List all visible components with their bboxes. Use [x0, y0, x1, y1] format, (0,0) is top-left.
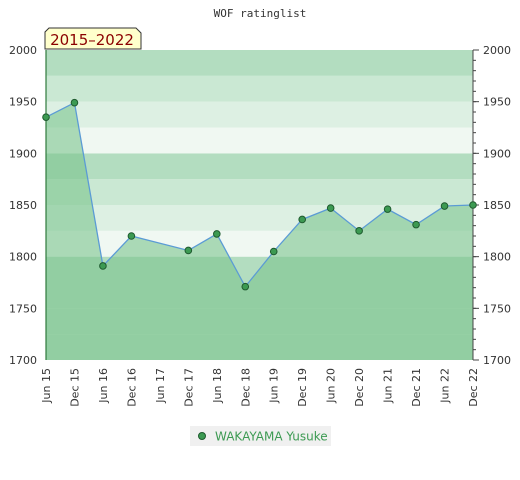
legend-marker	[198, 432, 206, 440]
data-point	[412, 220, 420, 229]
x-tick-label: Jun 18	[211, 368, 224, 404]
period-badge: 2015–2022	[44, 27, 142, 50]
legend-label: WAKAYAMA Yusuke	[215, 430, 328, 444]
x-tick-label: Dec 21	[410, 368, 423, 407]
x-tick-label: Jun 16	[97, 368, 110, 404]
band-1975	[46, 50, 473, 76]
data-point	[184, 246, 193, 255]
data-point	[383, 205, 392, 213]
data-point	[241, 282, 250, 291]
y-tick-label-left: 1900	[9, 147, 37, 160]
axes: 1700 1700 1750 1750 1800 1800 1850 1850 1900 1900…	[9, 44, 511, 407]
x-tick-label: Jun 15	[40, 368, 53, 404]
y-tick-label-right: 1700	[483, 354, 511, 367]
y-tick-label-right: 1750	[483, 302, 511, 315]
x-tick-label: Jun 21	[382, 368, 395, 404]
x-tick-label: Dec 17	[182, 368, 195, 407]
period-badge-label: 2015–2022	[50, 31, 134, 49]
band-1900	[46, 127, 473, 154]
x-tick-label: Jun 19	[268, 368, 281, 404]
data-point	[469, 201, 477, 209]
x-tick-label: Jun 17	[154, 368, 167, 404]
x-tick-label: Dec 20	[353, 368, 366, 407]
data-point	[99, 262, 107, 270]
data-point	[440, 202, 449, 210]
y-tick-label-left: 2000	[9, 44, 37, 57]
legend: WAKAYAMA Yusuke	[190, 426, 331, 446]
band-1850	[46, 179, 473, 205]
y-tick-label-right: 2000	[483, 44, 511, 57]
data-point	[326, 204, 335, 212]
x-tick-label: Dec 18	[239, 368, 252, 407]
x-tick-label: Dec 19	[296, 368, 309, 407]
legend-box	[190, 426, 331, 446]
y-tick-label-left: 1750	[9, 302, 37, 315]
data-point	[42, 113, 50, 121]
y-tick-label-left: 1800	[9, 251, 37, 264]
series-area	[46, 102, 473, 360]
chart-title: WOF ratinglist	[214, 7, 307, 20]
data-point	[355, 227, 363, 235]
y-tick-label-right: 1800	[483, 251, 511, 264]
y-tick-label-left: 1850	[9, 199, 37, 212]
band-1875	[46, 153, 473, 180]
x-tick-label: Dec 22	[467, 368, 480, 407]
x-tick-label: Jun 22	[439, 368, 452, 404]
x-tick-label: Dec 15	[68, 368, 81, 407]
x-tick-label: Jun 20	[325, 368, 338, 404]
data-point	[269, 247, 278, 256]
period-badge-box	[44, 27, 142, 50]
data-point	[70, 98, 79, 107]
data-point	[298, 215, 307, 224]
y-tick-label-left: 1950	[9, 96, 37, 109]
band-1950	[46, 75, 473, 102]
y-tick-label-right: 1850	[483, 199, 511, 212]
y-tick-label-right: 1900	[483, 147, 511, 160]
points-layer	[42, 98, 477, 291]
band-1925	[46, 101, 473, 128]
data-point	[127, 232, 136, 240]
x-tick-label: Dec 16	[125, 368, 138, 407]
y-tick-label-left: 1700	[9, 354, 37, 367]
y-tick-label-right: 1950	[483, 96, 511, 109]
data-point	[213, 230, 221, 238]
